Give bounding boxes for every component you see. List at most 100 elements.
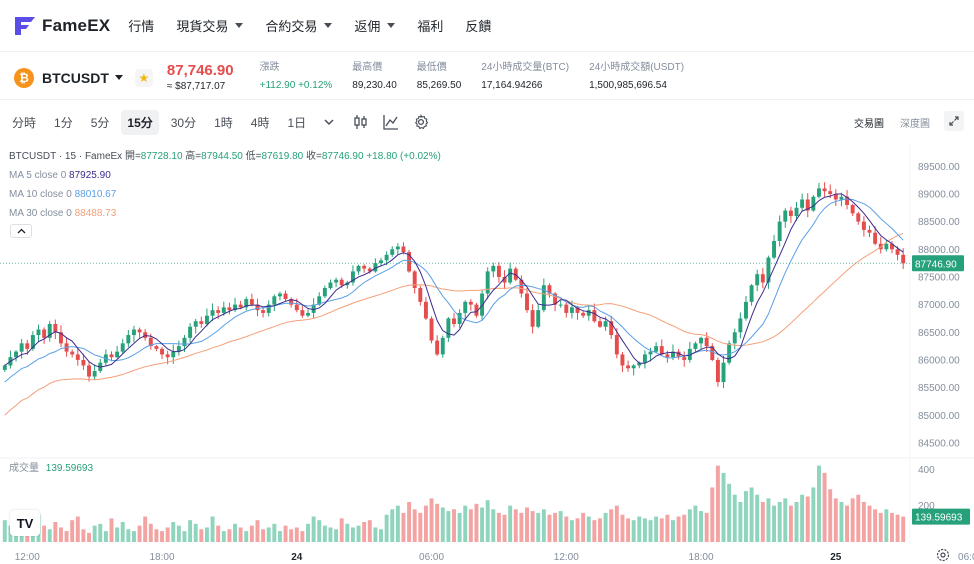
indicator-icon[interactable] (380, 111, 402, 133)
stat-value: 89,230.40 (352, 80, 397, 91)
close-label: 收= (305, 151, 322, 162)
tradingview-logo-icon[interactable]: TV (10, 510, 40, 536)
candle-body (401, 246, 406, 253)
current-price-tag (912, 255, 964, 272)
volume-bar (626, 518, 631, 542)
volume-bar (75, 516, 80, 542)
nav-item-futures[interactable]: 合約交易 (265, 16, 333, 35)
candle-body (356, 265, 361, 272)
logo[interactable]: FameEX (14, 16, 110, 36)
candle-body (609, 321, 614, 336)
candle-body (160, 348, 164, 355)
chevron-down-icon (387, 23, 396, 28)
expand-icon[interactable] (944, 111, 964, 131)
view-trading-chart[interactable]: 交易圖 (854, 119, 884, 130)
candle-body (58, 332, 63, 344)
candle-body (861, 221, 866, 230)
candle-body (266, 304, 271, 313)
nav-item-market[interactable]: 行情 (128, 16, 154, 35)
nav-item-rebate[interactable]: 返佣 (354, 16, 396, 35)
nav-item-spot[interactable]: 現貨交易 (176, 16, 244, 35)
volume-bar (850, 498, 855, 542)
timeframe-5m[interactable]: 5分 (90, 115, 110, 130)
volume-bar (760, 502, 765, 542)
time-tick-label: 25 (830, 552, 842, 563)
nav-item-feedback[interactable]: 反饋 (465, 16, 491, 35)
time-tick-label: 06:00 (419, 552, 444, 563)
ma5-label: MA 5 close 0 (9, 170, 67, 181)
volume-bar (519, 512, 524, 542)
candlestick-chart[interactable]: 89500.00 89000.00 88500.00 88000.00 87500.00… (0, 144, 974, 564)
candle-body (744, 301, 748, 319)
volume-bar (710, 487, 715, 542)
timeframe-1h[interactable]: 1時 (214, 115, 233, 130)
chevron-up-icon (17, 228, 25, 234)
volume-bar (126, 529, 131, 542)
nav-item-welfare[interactable]: 福利 (417, 16, 443, 35)
current-price-label: 87746.90 (915, 259, 957, 270)
candle-body (704, 337, 709, 347)
volume-bar (861, 502, 866, 542)
stat-volume-btc: 24小時成交量(BTC) 17,164.94266 (481, 61, 569, 94)
pair-selector[interactable]: BTCUSDT (42, 70, 123, 86)
candle-body (19, 343, 24, 352)
candle-body (721, 362, 726, 383)
ma30-value: 88488.73 (74, 208, 117, 219)
volume-bar (345, 523, 350, 542)
volume-bar (631, 520, 636, 542)
close-value: 87746.90 (321, 151, 364, 162)
candle-body (390, 249, 395, 255)
candle-body (463, 301, 468, 313)
volume-label: 成交量 (9, 463, 39, 474)
timeframe-tick[interactable]: 分時 (12, 115, 37, 130)
candle-body (148, 337, 153, 347)
volume-bar (210, 516, 215, 542)
timeframe-30m[interactable]: 30分 (170, 115, 197, 130)
view-depth-chart[interactable]: 深度圖 (900, 119, 930, 130)
stat-label: 24小時成交額(USDT) (589, 62, 685, 73)
gear-icon[interactable] (936, 548, 950, 562)
volume-bar (642, 518, 647, 542)
candle-body (586, 310, 591, 316)
time-tick-label: 18:00 (150, 552, 175, 563)
volume-bar (401, 512, 406, 542)
candle-body (204, 315, 209, 324)
candle-body (457, 312, 462, 324)
volume-bar (328, 527, 333, 542)
ma10-line (4, 198, 904, 383)
volume-bar (794, 502, 799, 542)
timeframe-4h[interactable]: 4時 (250, 115, 270, 130)
volume-bar (171, 522, 176, 542)
timeframe-1d[interactable]: 1日 (287, 115, 307, 130)
candle-body (30, 335, 35, 349)
candle-body (176, 346, 181, 352)
volume-bar (564, 516, 569, 542)
timeframe-more-chevron-icon[interactable] (318, 111, 340, 133)
gear-icon[interactable] (410, 111, 432, 133)
collapse-legend-button[interactable] (10, 224, 32, 238)
volume-bar (367, 520, 372, 542)
candle-body (671, 351, 675, 358)
volume-bar (889, 512, 894, 542)
volume-bar (103, 531, 108, 542)
candle-body (575, 307, 580, 313)
candle-type-icon[interactable] (350, 111, 372, 133)
time-tick-label: 18:00 (689, 552, 714, 563)
volume-bar (856, 494, 861, 542)
favorite-star-icon[interactable]: ★ (134, 68, 153, 87)
volume-bar (901, 516, 906, 542)
volume-bar (704, 512, 709, 542)
candle-body (530, 310, 535, 327)
candle-body (480, 293, 485, 316)
volume-bar (895, 514, 900, 542)
volume-bar (154, 529, 159, 542)
candle-body (244, 299, 249, 308)
candle-body (665, 354, 670, 358)
timeframe-15m[interactable]: 15分 (121, 109, 159, 135)
volume-bar (749, 487, 754, 542)
volume-bar (575, 518, 580, 542)
timeframe-1m[interactable]: 1分 (54, 115, 73, 130)
candle-body (440, 337, 445, 355)
volume-bar (800, 494, 805, 542)
volume-bar (131, 531, 136, 542)
